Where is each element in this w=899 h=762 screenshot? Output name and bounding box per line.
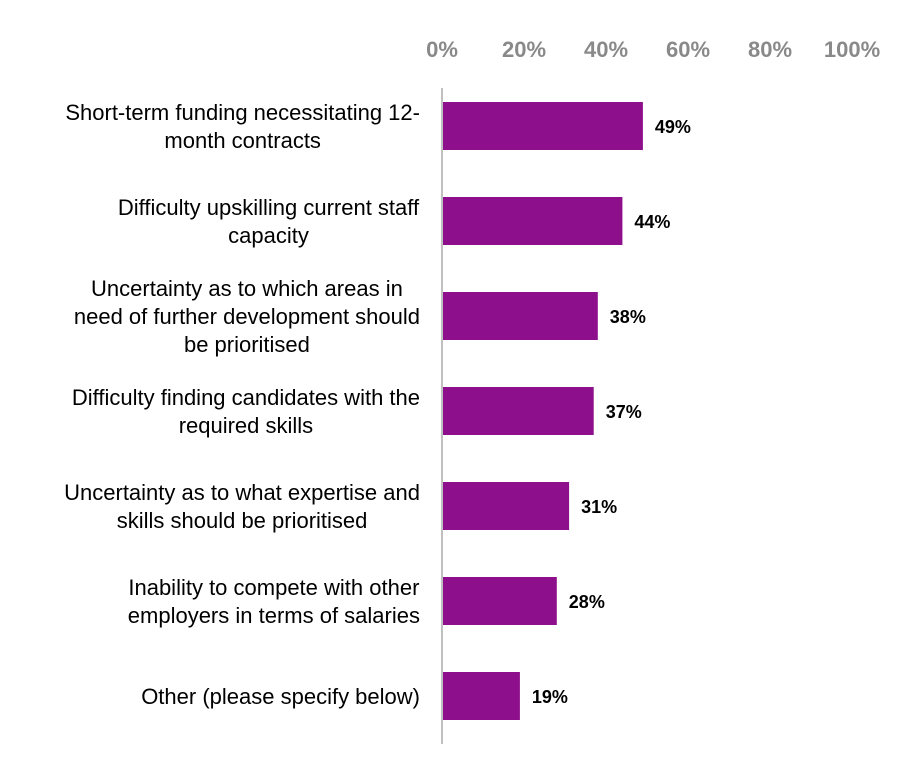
category-label: Uncertainty as to what expertise and skil… [64,480,420,533]
data-label: 49% [655,117,691,137]
bar [443,672,520,720]
x-tick-label: 60% [666,37,710,62]
data-label: 38% [610,307,646,327]
category-label-line: skills should be prioritised [117,508,368,533]
x-tick-label: 80% [748,37,792,62]
bar [443,577,557,625]
category-label: Other (please specify below) [141,684,420,709]
bar [443,387,594,435]
bar [443,102,643,150]
bars-group [443,102,643,720]
x-tick-label: 100% [824,37,880,62]
x-tick-label: 40% [584,37,628,62]
category-label-line: Difficulty finding candidates with the [72,385,420,410]
category-label: Uncertainty as to which areas in need of … [74,276,420,357]
category-labels: Short-term funding necessitating 12- mont… [64,100,420,709]
bar [443,292,598,340]
category-label: Difficulty upskilling current staff capac… [118,195,420,248]
data-label: 44% [634,212,670,232]
category-label-line: month contracts [164,128,321,153]
category-label-line: Inability to compete with other [128,575,419,600]
category-label: Short-term funding necessitating 12- mont… [65,100,420,153]
x-tick-label: 20% [502,37,546,62]
category-label-line: capacity [228,223,309,248]
category-label-line: required skills [179,413,314,438]
x-axis-ticks: 0% 20% 40% 60% 80% 100% [426,37,880,62]
data-label: 19% [532,687,568,707]
category-label-line: employers in terms of salaries [128,603,420,628]
category-label: Difficulty finding candidates with the re… [72,385,420,438]
x-tick-label: 0% [426,37,458,62]
category-label-line: need of further development should [74,304,420,329]
category-label-line: Other (please specify below) [141,684,420,709]
data-labels: 49% 44% 38% 37% 31% 28% 19% [532,117,691,707]
category-label: Inability to compete with other employers… [128,575,420,628]
data-label: 37% [606,402,642,422]
category-label-line: Uncertainty as to which areas in [91,276,403,301]
category-label-line: Uncertainty as to what expertise and [64,480,420,505]
category-label-line: be prioritised [184,332,310,357]
bar [443,482,570,530]
category-label-line: Difficulty upskilling current staff [118,195,420,220]
data-label: 31% [581,497,617,517]
bar [443,197,623,245]
data-label: 28% [569,592,605,612]
category-label-line: Short-term funding necessitating 12- [65,100,420,125]
